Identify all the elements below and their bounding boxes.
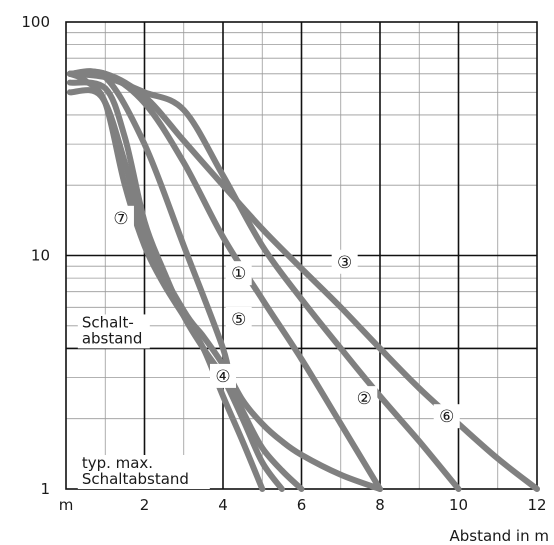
y-tick-label: 10 xyxy=(31,247,50,265)
annotation-bg-2 xyxy=(77,455,210,489)
curve-label-bg-7 xyxy=(107,205,134,230)
curve-label-bg-2 xyxy=(351,386,378,411)
curve-label-2: ② xyxy=(357,389,372,409)
tick-labels: m 2 4 6 8 10 12 1 10 100 xyxy=(21,13,546,514)
curve-label-5: ⑤ xyxy=(231,310,246,330)
curve-label-bg-3 xyxy=(331,249,358,274)
annotation-1-line-1: Schalt- xyxy=(82,313,134,331)
curve-label-4: ④ xyxy=(215,367,230,387)
x-tick-label: 4 xyxy=(218,496,228,514)
curve-label-7: ⑦ xyxy=(113,209,128,229)
x-tick-label: m xyxy=(59,496,74,514)
curve-7 xyxy=(66,70,266,492)
y-tick-label: 100 xyxy=(21,13,50,31)
curve-1 xyxy=(66,68,305,492)
curve-label-1: ① xyxy=(231,264,246,284)
x-tick-label: 6 xyxy=(297,496,307,514)
curve-4 xyxy=(66,87,383,492)
x-tick-label: 2 xyxy=(140,496,150,514)
annotations: Schalt-abstand typ. max.Schaltabstand xyxy=(77,313,210,489)
curve-label-bg-5 xyxy=(225,306,252,331)
curves xyxy=(66,68,540,492)
x-tick-label: 10 xyxy=(449,496,468,514)
x-axis-label: Abstand in m xyxy=(449,527,549,545)
y-tick-label: 1 xyxy=(40,480,50,498)
curve-label-6: ⑥ xyxy=(439,407,454,427)
curve-label-bg-6 xyxy=(433,404,460,429)
x-tick-label: 12 xyxy=(527,496,546,514)
curve-label-3: ③ xyxy=(337,253,352,273)
curve-label-bg-4 xyxy=(210,363,236,388)
x-tick-label: 8 xyxy=(375,496,385,514)
annotation-bg-1 xyxy=(77,314,150,349)
curve-label-bg-1 xyxy=(225,261,252,286)
annotation-2-line-2: Schaltabstand xyxy=(82,470,189,488)
curve-labels: ① ② ③ ④ ⑤ ⑥ ⑦ xyxy=(107,205,460,429)
annotation-2-line-1: typ. max. xyxy=(82,454,153,472)
annotation-1-line-2: abstand xyxy=(82,329,143,347)
curve-6 xyxy=(66,70,462,492)
